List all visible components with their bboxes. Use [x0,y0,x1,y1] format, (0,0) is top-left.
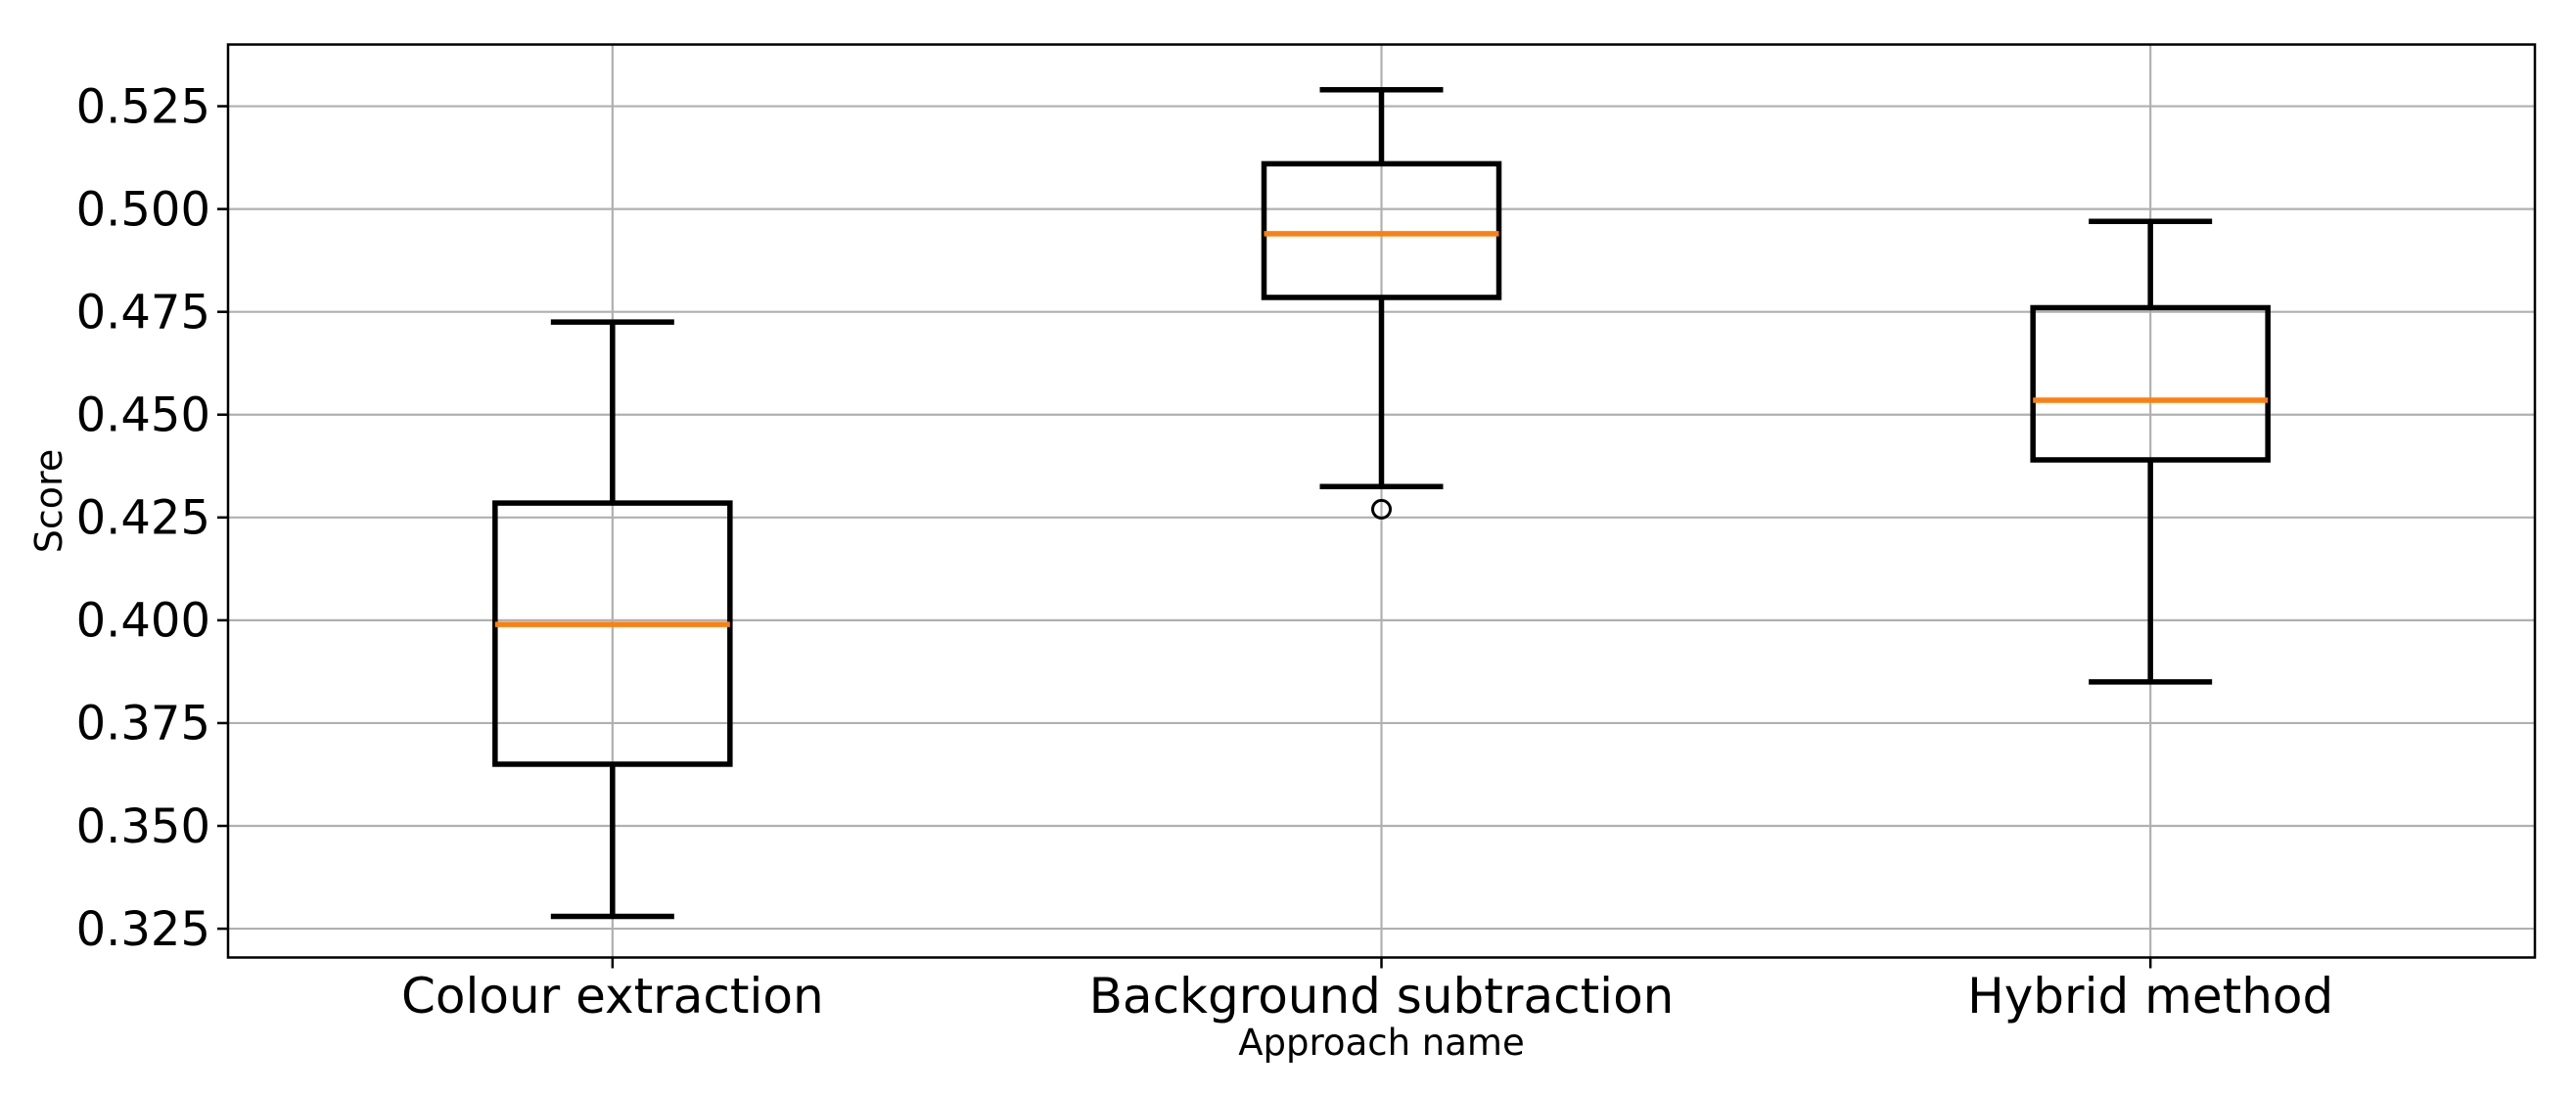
y-tick-label: 0.475 [76,285,210,340]
box-hybrid-method [2030,218,2271,685]
y-axis-label: Score [27,449,70,553]
x-tick-label: Colour extraction [401,968,824,1025]
box-background-subtraction [1261,86,1502,520]
y-tick-label: 0.350 [76,799,210,854]
y-tick-label: 0.375 [76,697,210,752]
x-axis-tick-labels: Colour extraction Background subtraction H… [401,968,2333,1025]
iqr-box [492,500,733,767]
x-tick-label: Background subtraction [1089,968,1675,1025]
y-tick-label: 0.525 [76,79,210,134]
y-tick-label: 0.450 [76,388,210,443]
y-axis-tick-labels: 0.325 0.350 0.375 0.400 0.425 0.450 0.475 0.500… [76,79,210,957]
iqr-box [2030,304,2271,463]
y-tick-label: 0.425 [76,491,210,546]
x-axis-label: Approach name [1238,1022,1524,1064]
y-axis-ticks [217,105,228,931]
y-tick-label: 0.325 [76,902,210,957]
iqr-box [1261,160,1502,300]
y-tick-label: 0.400 [76,594,210,649]
x-axis-ticks [611,957,2152,969]
boxplot-series [492,86,2271,920]
outlier-point [1371,498,1392,520]
y-tick-label: 0.500 [76,182,210,237]
x-tick-label: Hybrid method [1967,968,2333,1025]
box-colour-extraction [492,319,733,920]
